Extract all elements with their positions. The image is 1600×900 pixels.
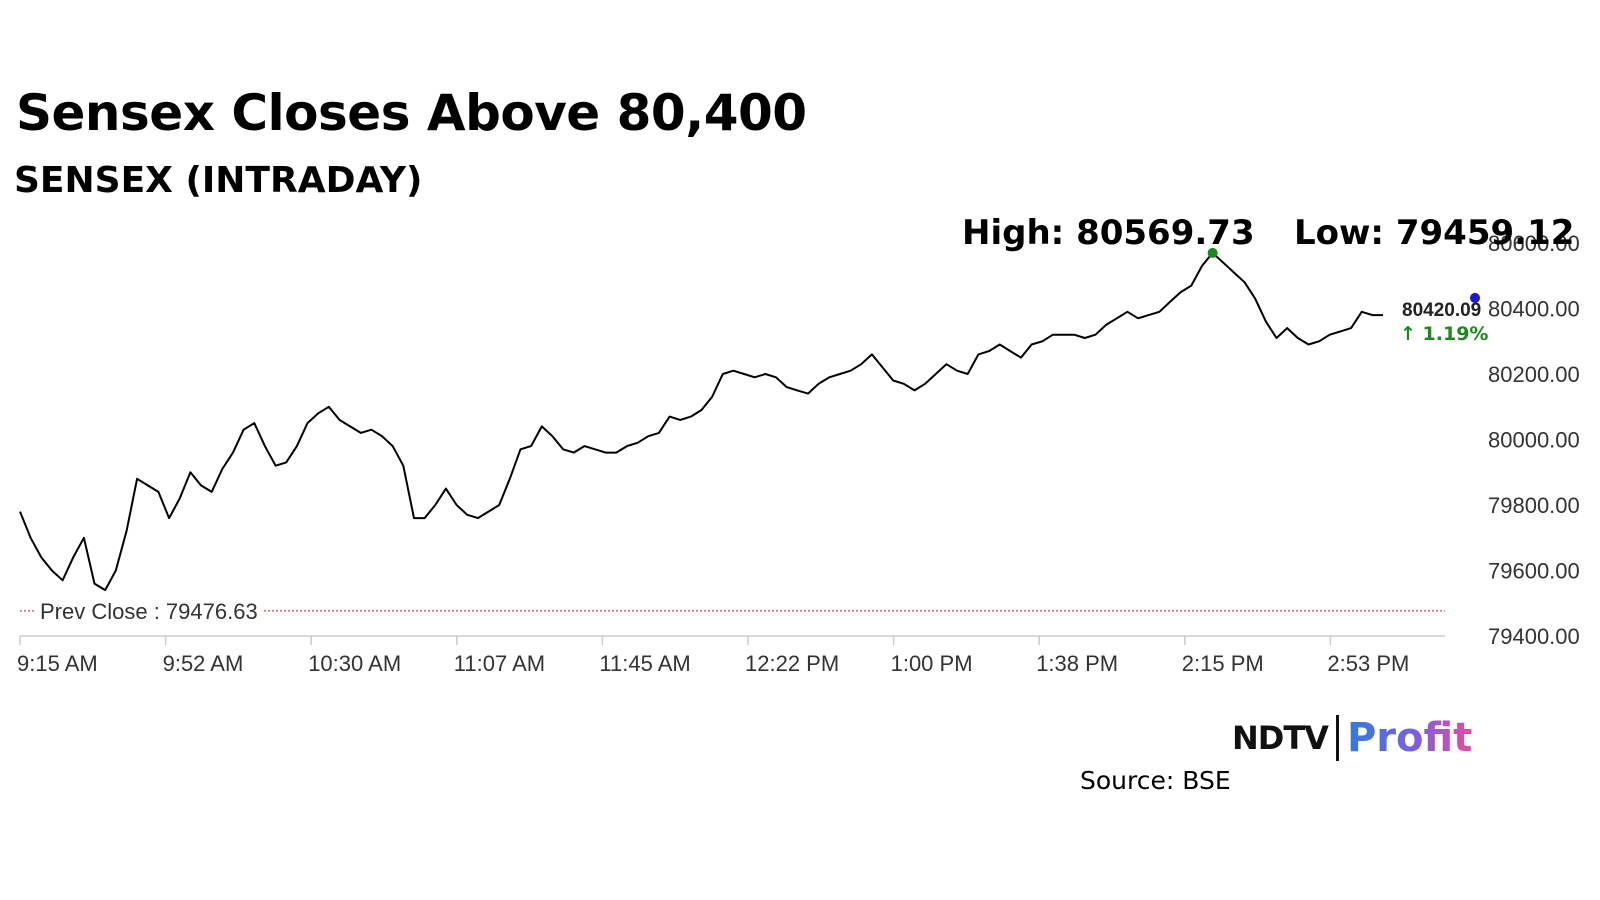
logo-ndtv-text: NDTV [1232, 719, 1329, 757]
high-label: High: 80569.73 [962, 213, 1255, 253]
x-tick-label: 2:53 PM [1327, 651, 1409, 676]
last-value-marker [1470, 292, 1480, 303]
high-marker [1207, 247, 1218, 258]
y-tick-label: 80600.00 [1488, 231, 1580, 256]
prev-close-label: Prev Close : 79476.63 [40, 599, 258, 624]
y-tick-label: 80400.00 [1488, 297, 1580, 322]
x-tick-label: 1:00 PM [891, 651, 973, 676]
y-tick-label: 79400.00 [1488, 624, 1580, 649]
x-axis-ticks: 9:15 AM 9:52 AM 10:30 AM 11:07 AM 11:45 AM 12… [17, 636, 1409, 676]
y-tick-label: 79800.00 [1488, 493, 1580, 518]
logo-divider [1335, 715, 1339, 761]
ndtv-profit-logo: NDTV Profit [1232, 714, 1472, 762]
x-tick-label: 12:22 PM [745, 651, 839, 676]
chart-title: Sensex Closes Above 80,400 [16, 84, 807, 142]
chart-subtitle: SENSEX (INTRADAY) [14, 160, 423, 201]
prev-close-label-bg [36, 598, 262, 624]
x-tick-label: 11:45 AM [599, 651, 690, 676]
change-label: ↑ 1.19% [1400, 323, 1488, 345]
sensex-series-line [19, 251, 1383, 592]
last-value-label: 80420.09 [1402, 300, 1481, 321]
x-tick-label: 9:15 AM [17, 651, 98, 676]
x-tick-label: 2:15 PM [1182, 651, 1264, 676]
x-tick-label: 10:30 AM [308, 651, 401, 676]
low-label: Low: 79459.12 [1294, 213, 1574, 253]
x-tick-label: 1:38 PM [1036, 651, 1118, 676]
x-tick-label: 11:07 AM [454, 651, 545, 676]
logo-profit-text: Profit [1346, 715, 1473, 761]
y-tick-label: 80200.00 [1488, 362, 1580, 387]
y-tick-label: 80000.00 [1488, 428, 1580, 453]
change-arrow-icon: ↑ [1400, 323, 1416, 345]
x-tick-label: 9:52 AM [163, 651, 244, 676]
source-note: Source: BSE [1080, 766, 1231, 795]
change-percent: 1.19% [1423, 323, 1489, 345]
y-axis-ticks: 80600.00 80400.00 80200.00 80000.00 79800.00… [1488, 231, 1580, 649]
y-tick-label: 79600.00 [1488, 559, 1580, 584]
